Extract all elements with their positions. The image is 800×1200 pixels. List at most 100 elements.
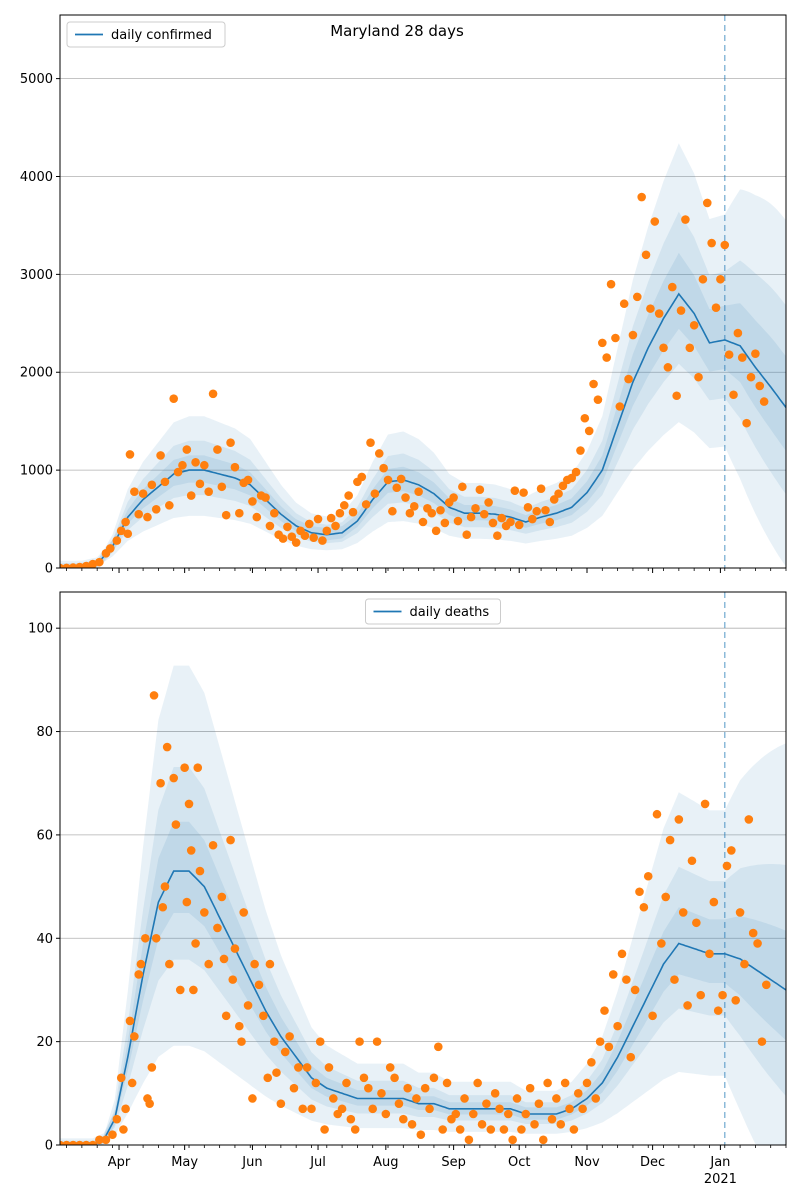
data-point [195, 479, 205, 489]
data-point [287, 532, 297, 541]
data-point [401, 493, 410, 502]
data-point [226, 835, 235, 845]
data-point [342, 1078, 351, 1088]
data-point [228, 975, 238, 984]
data-point [243, 475, 253, 485]
data-point [746, 372, 756, 382]
y-tick-label: 100 [28, 622, 53, 637]
data-point [582, 1078, 592, 1088]
data-point [95, 557, 104, 567]
data-point [409, 502, 419, 511]
data-point [213, 445, 222, 454]
data-point [510, 486, 520, 495]
data-point [595, 1037, 605, 1046]
data-point [217, 482, 227, 492]
data-point [81, 561, 91, 568]
data-point [497, 513, 507, 523]
data-point [584, 426, 594, 436]
data-point [151, 504, 161, 514]
legend-box [365, 598, 501, 625]
data-point [372, 1037, 382, 1046]
data-point [116, 1073, 126, 1083]
data-point [315, 1037, 325, 1046]
data-point [361, 500, 371, 509]
data-point [742, 418, 751, 428]
data-point [576, 446, 585, 455]
data-point [237, 1037, 246, 1046]
data-point [239, 908, 248, 917]
data-point [374, 449, 384, 458]
data-point [191, 457, 200, 467]
data-point [473, 1078, 482, 1088]
y-tick-label: 1000 [20, 464, 53, 479]
data-point [88, 559, 98, 568]
data-point [263, 1073, 273, 1083]
data-point [346, 1114, 356, 1124]
data-point [453, 516, 463, 526]
data-point [230, 462, 240, 472]
data-point [727, 846, 736, 855]
data-point [648, 1011, 657, 1021]
data-point [654, 309, 664, 318]
data-point [165, 959, 174, 969]
data-point [165, 501, 174, 510]
data-point [490, 1089, 500, 1098]
data-point [370, 489, 380, 498]
data-point [737, 353, 747, 362]
data-point [667, 282, 677, 292]
data-point [300, 531, 310, 541]
data-point [711, 303, 721, 312]
chart-title: Maryland 28 days [330, 22, 464, 40]
data-point [676, 306, 686, 315]
data-point [189, 985, 198, 995]
data-point [339, 501, 349, 510]
data-point [683, 1001, 692, 1010]
data-point [195, 866, 205, 876]
uncertainty-band [60, 767, 786, 1145]
data-point [311, 1078, 321, 1088]
data-point [302, 1063, 312, 1072]
data-point [108, 1130, 117, 1139]
y-tick-label: 0 [45, 562, 53, 577]
data-point [75, 562, 84, 568]
data-point [646, 304, 655, 313]
data-point [121, 517, 130, 527]
uncertainty-band [60, 211, 786, 568]
data-point [449, 493, 458, 502]
data-point [608, 970, 618, 979]
data-point [364, 1083, 373, 1093]
data-point [753, 939, 762, 948]
data-point [208, 389, 218, 399]
data-point [613, 1021, 622, 1031]
data-point [125, 450, 135, 459]
data-point [517, 1125, 526, 1134]
data-point [62, 1140, 71, 1145]
data-point [208, 840, 218, 850]
data-point [68, 1140, 78, 1145]
data-point [482, 1099, 491, 1108]
data-point [657, 939, 666, 948]
data-point [119, 1125, 128, 1134]
data-point [147, 1063, 157, 1072]
data-point [235, 1021, 244, 1031]
data-point [587, 1058, 596, 1067]
data-point [344, 491, 353, 500]
data-point [733, 328, 743, 338]
x-tick-label: Apr [108, 1155, 131, 1170]
y-tick-label: 60 [36, 828, 53, 843]
data-point [304, 519, 314, 529]
data-point [283, 522, 292, 532]
data-point [178, 460, 187, 470]
data-point [348, 507, 358, 517]
data-point [427, 508, 437, 518]
x-tick-label: Jun [241, 1155, 262, 1170]
data-point [112, 536, 122, 545]
data-point [440, 518, 450, 528]
data-point [186, 491, 196, 500]
data-point [130, 1032, 139, 1041]
data-point [545, 517, 555, 527]
data-point [499, 1125, 509, 1134]
data-point [250, 959, 259, 969]
data-point [125, 1016, 135, 1026]
data-point [359, 1073, 369, 1083]
